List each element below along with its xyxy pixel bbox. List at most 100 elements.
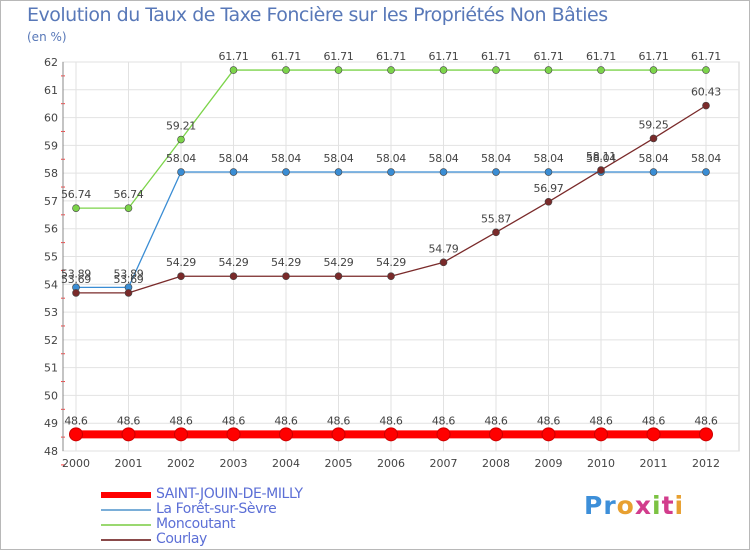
- legend-label: SAINT-JOUIN-DE-MILLY: [156, 486, 303, 502]
- data-label: 58.04: [691, 152, 721, 165]
- y-tick-label: 61: [44, 84, 58, 97]
- logo-letter: i: [652, 491, 662, 520]
- data-label: 60.43: [691, 86, 721, 99]
- data-label: 59.25: [639, 118, 669, 131]
- chart-title: Evolution du Taux de Taxe Foncière sur l…: [27, 4, 608, 26]
- data-point: [544, 168, 553, 176]
- data-point: [124, 289, 133, 297]
- data-label: 53.89: [61, 267, 91, 280]
- data-point: [282, 168, 290, 176]
- y-tick-label: 51: [44, 362, 58, 375]
- data-label: 54.29: [166, 256, 196, 269]
- data-label: 48.6: [537, 414, 561, 427]
- data-label: 58.04: [324, 152, 354, 165]
- data-label: 61.71: [586, 50, 616, 63]
- y-tick-label: 57: [44, 195, 58, 208]
- data-point: [702, 66, 710, 74]
- legend-swatch: [101, 539, 151, 541]
- legend-label: La Forêt-sur-Sèvre: [156, 501, 277, 517]
- data-point: [279, 427, 293, 442]
- data-series: [69, 66, 713, 442]
- y-tick-label: 54: [44, 278, 58, 291]
- y-axis-unit-label: (en %): [27, 30, 67, 44]
- data-label: 53.69: [61, 273, 91, 286]
- data-point: [649, 66, 658, 74]
- x-tick-label: 2005: [325, 457, 353, 470]
- x-tick-label: 2004: [272, 457, 300, 470]
- data-label: 55.87: [481, 212, 511, 225]
- data-label: 48.6: [484, 414, 508, 427]
- x-tick-label: 2001: [115, 457, 143, 470]
- data-label: 61.71: [376, 50, 406, 63]
- data-label: 48.6: [694, 414, 718, 427]
- data-point: [177, 168, 185, 176]
- data-label: 61.71: [534, 50, 564, 63]
- y-tick-label: 55: [44, 251, 58, 264]
- data-point: [387, 66, 395, 74]
- data-label: 48.6: [222, 414, 246, 427]
- data-point: [594, 427, 608, 442]
- data-label: 56.74: [61, 188, 91, 201]
- data-label: 58.04: [429, 152, 459, 165]
- legend-swatch: [101, 492, 151, 498]
- logo-letter: r: [603, 491, 617, 520]
- x-tick-label: 2012: [692, 457, 720, 470]
- y-tick-label: 59: [44, 139, 58, 152]
- data-point: [492, 66, 500, 74]
- data-point: [702, 101, 710, 110]
- data-point: [229, 66, 238, 74]
- data-point: [699, 427, 713, 442]
- data-point: [541, 427, 556, 442]
- y-tick-label: 53: [44, 306, 58, 319]
- data-point: [177, 272, 185, 281]
- data-label: 53.89: [114, 267, 144, 280]
- data-label: 61.71: [429, 50, 459, 63]
- series-courlay: [72, 101, 710, 297]
- data-label: 58.04: [586, 152, 616, 165]
- logo-letter: o: [616, 491, 635, 520]
- data-point: [229, 272, 238, 281]
- data-point: [489, 427, 503, 442]
- data-point: [282, 66, 290, 74]
- logo-letter: t: [661, 491, 675, 520]
- data-label: 48.6: [589, 414, 613, 427]
- data-point: [384, 427, 398, 442]
- data-point: [492, 228, 500, 237]
- data-label: 53.69: [114, 273, 144, 286]
- data-point: [439, 66, 448, 74]
- logo-letter: P: [584, 491, 604, 520]
- data-point: [69, 427, 83, 442]
- x-tick-label: 2003: [220, 457, 248, 470]
- x-tick-label: 2009: [535, 457, 563, 470]
- y-tick-label: 52: [44, 334, 58, 347]
- data-label: 61.71: [324, 50, 354, 63]
- x-tick-label: 2000: [62, 457, 90, 470]
- data-label: 58.04: [376, 152, 406, 165]
- data-point: [646, 427, 661, 442]
- proxiti-logo: Proxiti: [584, 491, 684, 520]
- data-label: 54.29: [271, 256, 301, 269]
- y-tick-label: 58: [44, 167, 58, 180]
- axes: 48 49 50 51 52 53 54 55 56 57 58 59 60 61 62 2000 2001 20…: [44, 56, 720, 470]
- y-tick-label: 60: [44, 112, 58, 125]
- logo-letter: x: [634, 491, 652, 520]
- series-saint-jouin-de-milly: [69, 427, 713, 442]
- data-point: [72, 204, 80, 212]
- x-tick-label: 2011: [640, 457, 668, 470]
- data-label: 48.6: [642, 414, 666, 427]
- data-point: [439, 258, 448, 267]
- legend-label: Moncoutant: [156, 516, 236, 532]
- data-label: 61.71: [691, 50, 721, 63]
- data-label: 61.71: [271, 50, 301, 63]
- data-point: [702, 168, 710, 176]
- data-point: [174, 427, 188, 442]
- y-tick-label: 50: [44, 389, 58, 402]
- data-label: 48.6: [169, 414, 193, 427]
- data-point: [334, 272, 343, 281]
- data-label: 61.71: [219, 50, 249, 63]
- data-label: 58.04: [481, 152, 511, 165]
- data-point: [282, 272, 290, 281]
- data-label: 56.97: [534, 182, 564, 195]
- data-point: [226, 427, 241, 442]
- series-moncoutant: [72, 66, 710, 212]
